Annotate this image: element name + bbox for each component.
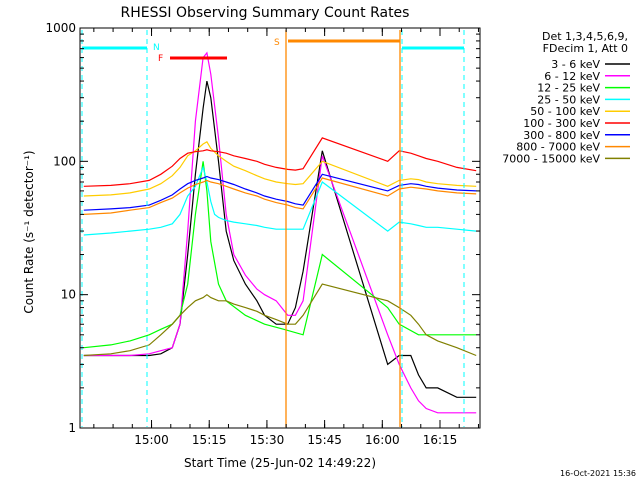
legend-label-3: 12 - 25 keV	[537, 82, 600, 95]
legend-label-7: 300 - 800 keV	[523, 129, 600, 142]
plot-frame	[79, 27, 481, 429]
series-line-8	[83, 177, 477, 215]
y-tick-label: 100	[53, 154, 76, 168]
series-line-3	[83, 161, 477, 349]
y-axis-label: Count Rate (s⁻¹ detector⁻¹)	[22, 150, 36, 313]
timestamp: 16-Oct-2021 15:36	[560, 469, 636, 478]
data-layer	[83, 51, 477, 414]
x-tick-label: 15:45	[307, 433, 342, 447]
series-line-4	[83, 165, 477, 236]
y-tick-label: 10	[61, 288, 76, 302]
legend-label-9: 7000 - 15000 keV	[502, 152, 600, 165]
y-tick-label: 1	[68, 421, 76, 435]
n-marker-label: N	[153, 43, 160, 53]
legend-label-2: 6 - 12 keV	[544, 70, 600, 83]
axis-layer: 15:00 15:15 15:30 15:45 16:00 16:15 1 10 100 1000	[45, 21, 480, 447]
legend-label-8: 800 - 7000 keV	[516, 141, 600, 154]
x-tick-label: 15:30	[250, 433, 285, 447]
series-line-6	[83, 137, 477, 187]
x-tick-label: 16:00	[365, 433, 400, 447]
series-line-9	[83, 283, 477, 357]
chart-title: RHESSI Observing Summary Count Rates	[121, 5, 410, 21]
series-line-5	[83, 140, 477, 197]
legend-label-4: 25 - 50 keV	[537, 93, 600, 106]
annotation-layer: NF S	[81, 30, 465, 427]
x-tick-label: 15:00	[134, 433, 169, 447]
legend-label-1: 3 - 6 keV	[551, 58, 600, 71]
legend-label-6: 100 - 300 keV	[523, 117, 600, 130]
legend: Det 1,3,4,5,6,9, FDecim 1, Att 0 3 - 6 k…	[502, 30, 630, 165]
legend-header-line-2: FDecim 1, Att 0	[543, 42, 628, 55]
x-tick-label: 15:15	[192, 433, 227, 447]
x-axis-label: Start Time (25-Jun-02 14:49:22)	[184, 456, 376, 470]
legend-header-line-1: Det 1,3,4,5,6,9,	[542, 30, 628, 43]
series-line-7	[83, 173, 477, 211]
x-tick-label: 16:15	[423, 433, 458, 447]
series-line-2	[83, 51, 477, 414]
f-marker-label: F	[158, 54, 163, 64]
y-tick-label: 1000	[45, 21, 76, 35]
s-marker-label: S	[274, 38, 280, 48]
legend-label-5: 50 - 100 keV	[530, 105, 600, 118]
